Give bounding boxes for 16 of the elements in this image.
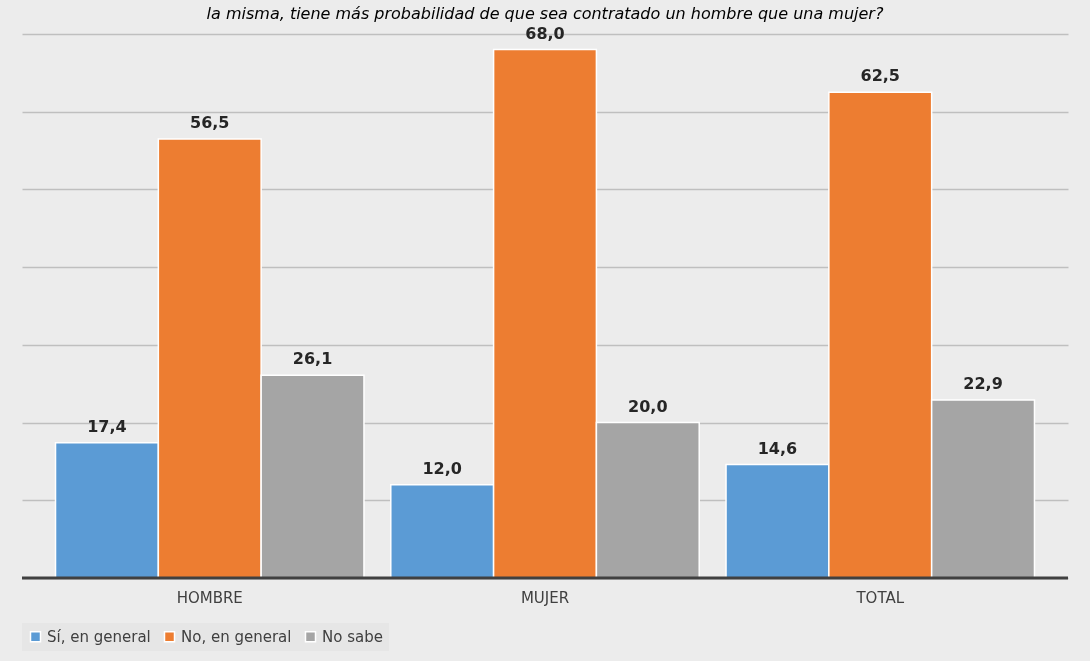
data-label: 17,4 (87, 416, 127, 436)
data-label: 62,5 (860, 66, 900, 86)
data-label: 68,0 (525, 23, 565, 43)
x-tick-label: TOTAL (855, 588, 905, 607)
data-label: 56,5 (190, 112, 230, 132)
data-label: 20,0 (628, 396, 668, 416)
data-label: 14,6 (757, 438, 798, 458)
legend-label: Sí, en general (47, 627, 151, 646)
legend-label: No sabe (322, 627, 383, 646)
data-label: 26,1 (292, 349, 333, 369)
x-tick-label: MUJER (520, 588, 570, 607)
data-label: 12,0 (422, 458, 462, 478)
chart-title: la misma, tiene más probabilidad de que sea contratado un hombre que una mujer? (206, 3, 884, 23)
legend-label: No, en general (181, 627, 292, 646)
x-tick-label: HOMBRE (176, 588, 243, 607)
data-label: 22,9 (963, 374, 1003, 394)
